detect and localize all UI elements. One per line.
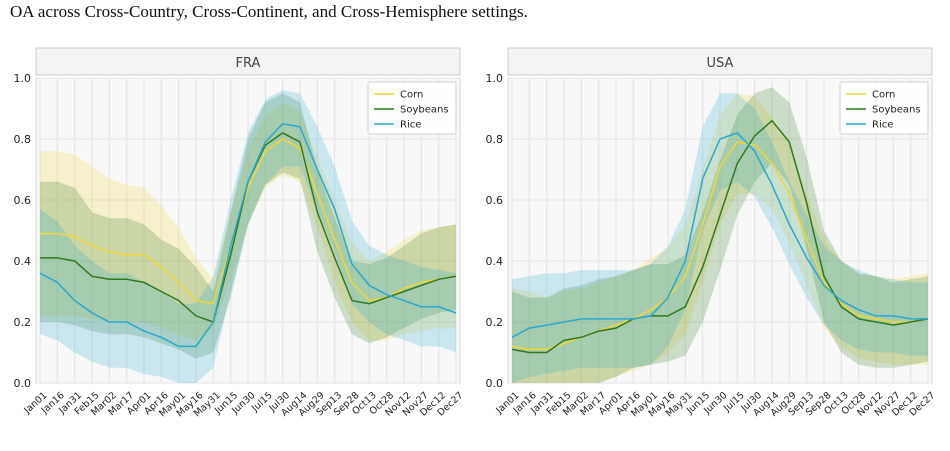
chart-panel-fra: FRA0.00.20.40.60.81.0Jan01Jan16Jan31Feb1…: [14, 47, 465, 419]
chart-title: FRA: [236, 56, 261, 71]
legend-label-soybeans: Soybeans: [400, 105, 449, 116]
y-tick-label: 1.0: [486, 72, 504, 85]
series-line-soybeans: [511, 119, 929, 354]
band-soybeans: [512, 87, 928, 383]
legend: [839, 81, 929, 135]
figure-caption: OA across Cross-Country, Cross-Continent…: [10, 2, 528, 21]
y-tick-label: 0.8: [486, 133, 504, 146]
title-strip: [35, 47, 461, 76]
y-tick-label: 0.6: [14, 194, 32, 207]
legend-label-rice: Rice: [872, 120, 893, 131]
y-tick-label: 0.8: [14, 133, 32, 146]
band-rice: [40, 90, 456, 383]
series-line-rice: [511, 132, 928, 338]
legend-label-corn: Corn: [872, 90, 895, 101]
y-tick-label: 0.4: [486, 255, 504, 268]
y-tick-label: 1.0: [14, 72, 32, 85]
y-tick-label: 0.4: [14, 255, 32, 268]
chart-title: USA: [707, 56, 734, 71]
band-soybeans: [40, 93, 456, 359]
legend-label-soybeans: Soybeans: [872, 105, 921, 116]
legend-label-corn: Corn: [400, 90, 423, 101]
y-tick-label: 0.0: [14, 377, 32, 390]
band-rice: [512, 93, 928, 383]
y-tick-label: 0.2: [14, 316, 32, 329]
y-tick-label: 0.2: [486, 316, 504, 329]
legend-label-rice: Rice: [400, 120, 421, 131]
legend: [367, 81, 457, 135]
y-tick-label: 0.6: [486, 194, 504, 207]
y-tick-label: 0.0: [486, 377, 504, 390]
chart-panel-usa: USA0.00.20.40.60.81.0Jan01Jan16Jan31Feb1…: [486, 47, 937, 419]
title-strip: [507, 47, 933, 76]
band-corn: [512, 93, 928, 383]
series-line-rice: [39, 122, 457, 348]
